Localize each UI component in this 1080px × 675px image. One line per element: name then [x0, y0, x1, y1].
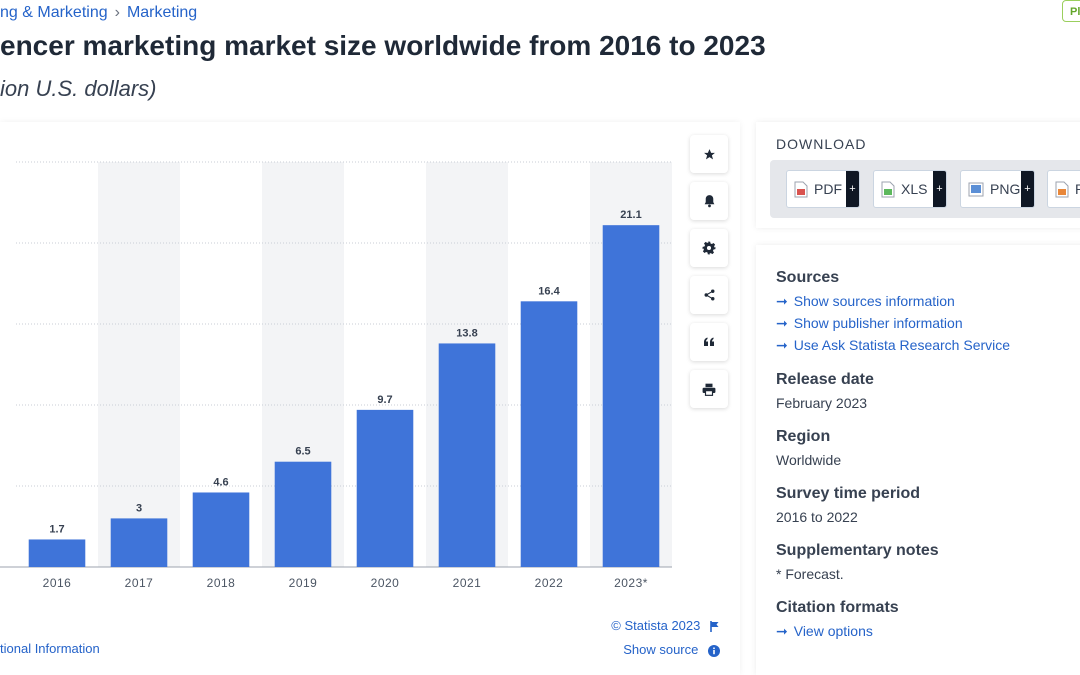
chart-toolbar: [690, 135, 730, 417]
arrow-right-icon: ➞: [776, 337, 788, 353]
png-plus: +: [1021, 171, 1034, 207]
x-tick-label: 2019: [289, 576, 318, 590]
show-source-text: Show source: [623, 642, 699, 657]
pdf-plus: +: [846, 171, 859, 207]
show-source-link[interactable]: Show source: [623, 642, 720, 657]
share-button[interactable]: [690, 276, 728, 314]
data-label: 1.7: [49, 523, 64, 535]
breadcrumb: ng & Marketing › Marketing: [0, 4, 197, 22]
bar: [602, 225, 660, 567]
arrow-right-icon: ➞: [776, 315, 788, 331]
ask-statista-link[interactable]: ➞ Use Ask Statista Research Service: [776, 337, 1010, 354]
show-publisher-link[interactable]: ➞ Show publisher information: [776, 315, 963, 332]
bell-icon: [704, 195, 714, 208]
survey-period-heading: Survey time period: [776, 485, 921, 502]
chart-panel: 1.7 2016 3 2017 4.6 2018 6.5 2019 9.7 2020 13.8 202…: [0, 122, 740, 675]
view-options-text: View options: [793, 623, 873, 639]
ask-statista-text: Use Ask Statista Research Service: [793, 337, 1011, 353]
show-sources-text: Show sources information: [793, 293, 955, 309]
pdf-label: PDF: [814, 181, 842, 197]
copyright-link[interactable]: © Statista 2023: [611, 618, 720, 633]
print-button[interactable]: [690, 370, 728, 408]
release-date-heading: Release date: [776, 371, 874, 388]
data-label: 3: [136, 502, 142, 514]
column-band: [98, 162, 180, 567]
additional-information-link[interactable]: tional Information: [0, 641, 100, 656]
bar-chart: 1.7 2016 3 2017 4.6 2018 6.5 2019 9.7 2020 13.8 202…: [0, 161, 672, 590]
x-tick-label: 2022: [535, 576, 564, 590]
png-file-icon: [968, 182, 984, 196]
download-heading: DOWNLOAD: [776, 136, 867, 152]
download-buttons: PDF + XLS + PNG + P: [770, 160, 1080, 218]
xls-file-icon: [881, 181, 895, 197]
star-icon: [703, 148, 715, 159]
region-value: Worldwide: [776, 452, 842, 468]
statistic-details-panel: Sources ➞ Show sources information ➞ Show …: [756, 245, 1080, 675]
png-download-button[interactable]: PNG +: [960, 170, 1035, 208]
breadcrumb-item-marketing-parent[interactable]: ng & Marketing: [0, 4, 108, 21]
view-options-link[interactable]: ➞ View options: [776, 623, 873, 640]
data-label: 13.8: [456, 327, 477, 339]
xls-label: XLS: [901, 181, 928, 197]
print-icon: [702, 383, 716, 396]
show-publisher-text: Show publisher information: [793, 315, 963, 331]
quote-icon: [704, 337, 714, 346]
page-title: encer marketing market size worldwide fr…: [0, 30, 766, 61]
gear-icon: [702, 241, 716, 255]
data-label: 9.7: [377, 394, 392, 406]
pdf-file-icon: [794, 181, 808, 197]
citation-formats-heading: Citation formats: [776, 599, 899, 616]
breadcrumb-separator: ›: [114, 4, 120, 21]
bar: [110, 518, 168, 567]
bar: [356, 409, 414, 567]
png-label: PNG: [990, 181, 1021, 197]
show-sources-link[interactable]: ➞ Show sources information: [776, 293, 955, 310]
xls-download-button[interactable]: XLS +: [873, 170, 947, 208]
ppt-download-button[interactable]: P: [1047, 170, 1080, 208]
arrow-right-icon: ➞: [776, 293, 788, 309]
bar: [274, 461, 332, 567]
x-tick-label: 2020: [371, 576, 400, 590]
flag-icon: [710, 621, 719, 633]
survey-period-value: 2016 to 2022: [776, 509, 858, 525]
bar: [192, 492, 250, 567]
bar: [438, 343, 496, 567]
data-label: 4.6: [213, 476, 228, 488]
data-label: 21.1: [620, 209, 641, 221]
bar: [520, 301, 578, 567]
x-tick-label: 2017: [125, 576, 154, 590]
ppt-label: P: [1075, 181, 1080, 197]
settings-button[interactable]: [690, 229, 728, 267]
data-label: 16.4: [538, 285, 560, 297]
share-icon: [704, 289, 714, 301]
ppt-file-icon: [1055, 181, 1069, 197]
region-heading: Region: [776, 428, 831, 445]
page-subtitle: ion U.S. dollars): [0, 76, 157, 101]
favorite-button[interactable]: [690, 135, 728, 173]
x-tick-label: 2018: [207, 576, 236, 590]
notification-button[interactable]: [690, 182, 728, 220]
supplementary-notes-heading: Supplementary notes: [776, 542, 939, 559]
copyright-text: © Statista 2023: [611, 618, 701, 633]
premium-badge: Pl: [1062, 0, 1080, 22]
download-panel: DOWNLOAD PDF + XLS + PNG + P: [756, 122, 1080, 228]
arrow-right-icon: ➞: [776, 623, 788, 639]
xls-plus: +: [933, 171, 946, 207]
supplementary-notes-value: * Forecast.: [776, 566, 844, 582]
x-tick-label: 2016: [43, 576, 72, 590]
info-icon: [708, 644, 720, 657]
sources-heading: Sources: [776, 269, 840, 286]
data-label: 6.5: [295, 446, 310, 458]
x-tick-label: 2023*: [614, 576, 648, 590]
breadcrumb-item-marketing[interactable]: Marketing: [126, 4, 198, 21]
cite-button[interactable]: [690, 323, 728, 361]
bar: [28, 539, 86, 567]
pdf-download-button[interactable]: PDF +: [786, 170, 860, 208]
x-tick-label: 2021: [453, 576, 482, 590]
release-date-value: February 2023: [776, 395, 868, 411]
